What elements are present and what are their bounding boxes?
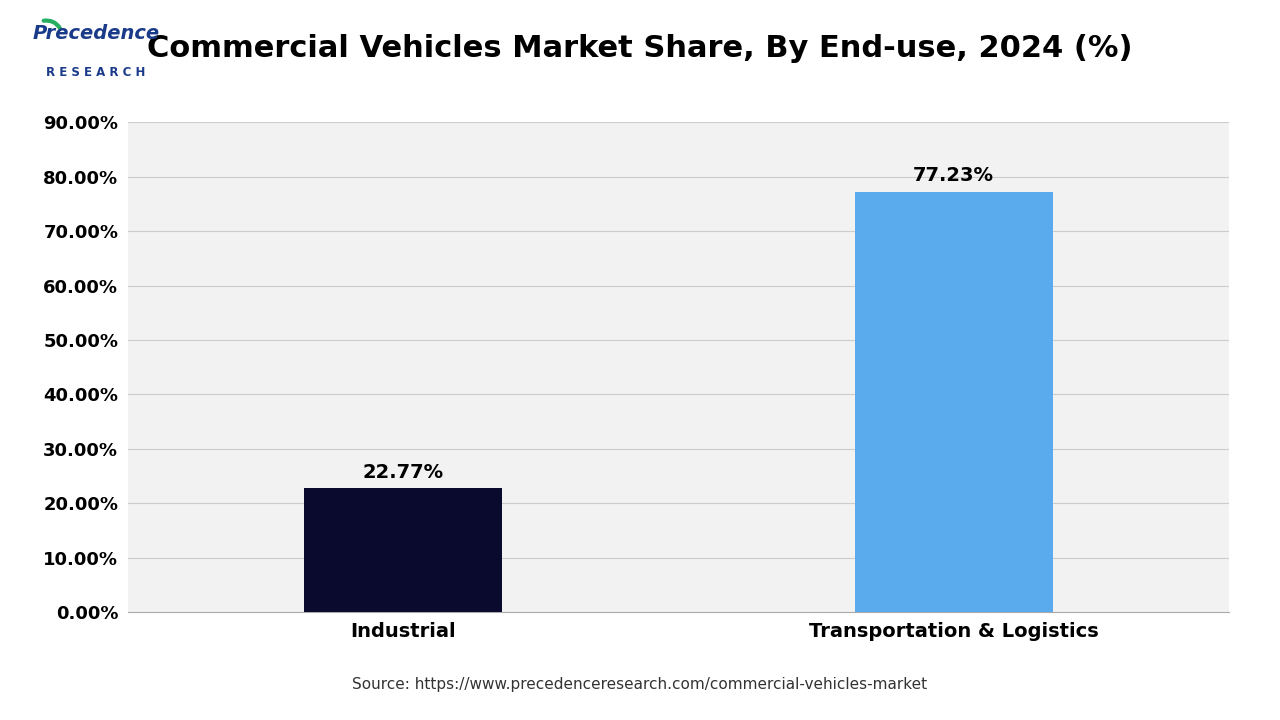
Text: Source: https://www.precedenceresearch.com/commercial-vehicles-market: Source: https://www.precedenceresearch.c…: [352, 677, 928, 691]
Text: 77.23%: 77.23%: [913, 166, 995, 185]
Text: R E S E A R C H: R E S E A R C H: [46, 66, 146, 78]
Bar: [855, 192, 1052, 612]
Text: Commercial Vehicles Market Share, By End-use, 2024 (%): Commercial Vehicles Market Share, By End…: [147, 34, 1133, 63]
Text: Precedence: Precedence: [32, 24, 160, 43]
Text: 22.77%: 22.77%: [362, 463, 444, 482]
FancyArrowPatch shape: [44, 21, 60, 29]
Bar: [305, 488, 502, 612]
